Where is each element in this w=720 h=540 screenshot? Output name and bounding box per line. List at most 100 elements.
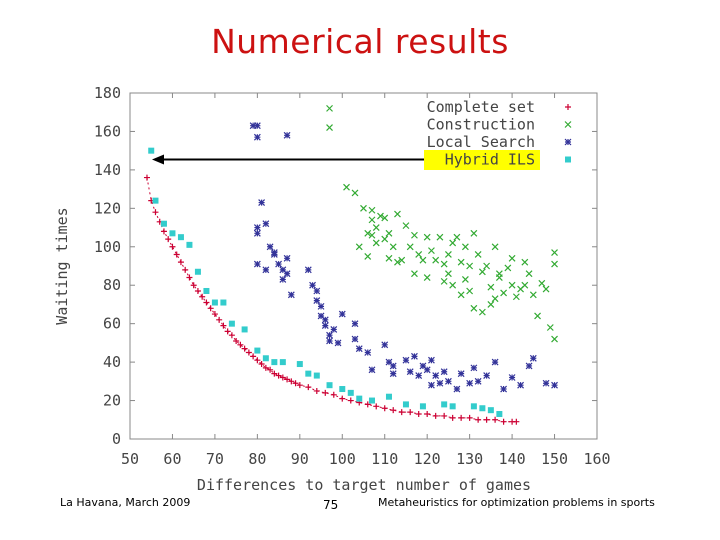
point-complete-set <box>152 209 159 216</box>
point-complete-set <box>483 416 490 423</box>
point-construction <box>483 262 491 270</box>
point-local-search <box>253 224 261 231</box>
slide-title: Numerical results <box>211 22 509 61</box>
point-construction <box>326 124 333 132</box>
point-complete-set <box>203 299 210 306</box>
plot-frame <box>129 92 598 440</box>
point-local-search <box>283 131 291 139</box>
point-complete-set <box>449 414 456 421</box>
point-complete-set <box>500 418 507 425</box>
point-hybrid-ils <box>254 347 261 354</box>
point-construction <box>364 252 372 260</box>
y-tick-label: 80 <box>103 276 121 294</box>
point-construction <box>491 295 499 303</box>
y-tick-label: 160 <box>94 122 121 140</box>
point-construction <box>457 291 465 299</box>
point-complete-set <box>207 305 214 312</box>
point-construction <box>491 243 499 251</box>
point-complete-set <box>322 389 329 396</box>
point-local-search <box>338 310 346 318</box>
point-local-search <box>351 320 359 328</box>
legend-label-complete-set: Complete set <box>427 98 535 116</box>
y-tick-label: 60 <box>103 315 121 333</box>
point-local-search <box>253 229 261 237</box>
point-construction <box>351 189 359 197</box>
point-construction <box>551 249 558 256</box>
point-hybrid-ils <box>203 287 210 294</box>
y-tick-label: 0 <box>112 430 121 448</box>
legend-marker-construction <box>564 121 572 128</box>
point-construction <box>368 231 376 239</box>
legend-label-construction: Construction <box>427 116 535 134</box>
point-complete-set <box>169 243 176 250</box>
point-complete-set <box>237 341 244 348</box>
point-local-search <box>368 366 376 374</box>
point-complete-set <box>466 414 473 421</box>
point-complete-set <box>305 384 312 391</box>
point-hybrid-ils <box>169 230 176 237</box>
point-complete-set <box>279 374 286 381</box>
point-local-search <box>249 122 257 130</box>
y-tick-label: 140 <box>94 161 121 179</box>
point-local-search <box>423 366 431 374</box>
legend-marker-local-search <box>564 138 572 146</box>
point-complete-set <box>284 376 291 383</box>
point-hybrid-ils <box>449 403 456 410</box>
point-local-search <box>432 372 440 379</box>
point-local-search <box>283 270 291 278</box>
point-local-search <box>334 339 342 347</box>
point-hybrid-ils <box>262 355 269 362</box>
point-complete-set <box>173 251 180 258</box>
legend-marker-hybrid-ils <box>565 156 571 163</box>
point-construction <box>432 256 440 264</box>
point-local-search <box>253 133 261 141</box>
point-local-search <box>355 345 363 353</box>
point-construction <box>546 324 554 331</box>
x-tick-label: 160 <box>583 450 610 468</box>
y-tick-label: 180 <box>94 84 121 102</box>
point-local-search <box>551 381 558 389</box>
point-local-search <box>270 249 278 256</box>
point-local-search <box>279 276 287 283</box>
point-hybrid-ils <box>356 395 363 402</box>
point-complete-set <box>190 282 197 289</box>
point-hybrid-ils <box>326 382 333 389</box>
point-complete-set <box>424 411 431 418</box>
point-construction <box>521 258 529 266</box>
point-construction <box>444 270 452 278</box>
point-construction <box>394 258 401 266</box>
point-local-search <box>483 372 491 379</box>
point-construction <box>538 279 546 287</box>
x-tick-label: 50 <box>121 450 139 468</box>
point-complete-set <box>458 414 465 421</box>
x-axis-label: Differences to target number of games <box>197 476 531 494</box>
point-construction <box>453 233 461 241</box>
point-local-search <box>517 381 525 389</box>
point-hybrid-ils <box>177 234 184 241</box>
point-construction <box>470 304 478 312</box>
point-construction <box>398 256 406 264</box>
point-complete-set <box>339 395 346 402</box>
point-construction <box>368 216 376 224</box>
point-hybrid-ils <box>385 393 392 400</box>
point-local-search <box>525 362 533 370</box>
point-construction <box>436 233 444 241</box>
point-local-search <box>444 377 452 385</box>
point-local-search <box>321 322 329 330</box>
x-tick-label: 120 <box>414 450 441 468</box>
highlight-arrow-head <box>152 154 164 165</box>
y-tick-label: 100 <box>94 238 121 256</box>
point-complete-set <box>262 364 269 371</box>
point-construction <box>428 247 435 255</box>
point-complete-set <box>381 405 388 412</box>
point-construction <box>343 183 350 191</box>
point-complete-set <box>313 387 320 394</box>
point-complete-set <box>267 366 274 373</box>
point-local-search <box>309 281 316 289</box>
x-tick-label: 70 <box>206 450 224 468</box>
point-local-search <box>419 362 427 370</box>
point-construction <box>440 277 448 285</box>
point-local-search <box>491 358 499 366</box>
point-complete-set <box>233 337 240 344</box>
point-construction <box>449 281 457 289</box>
